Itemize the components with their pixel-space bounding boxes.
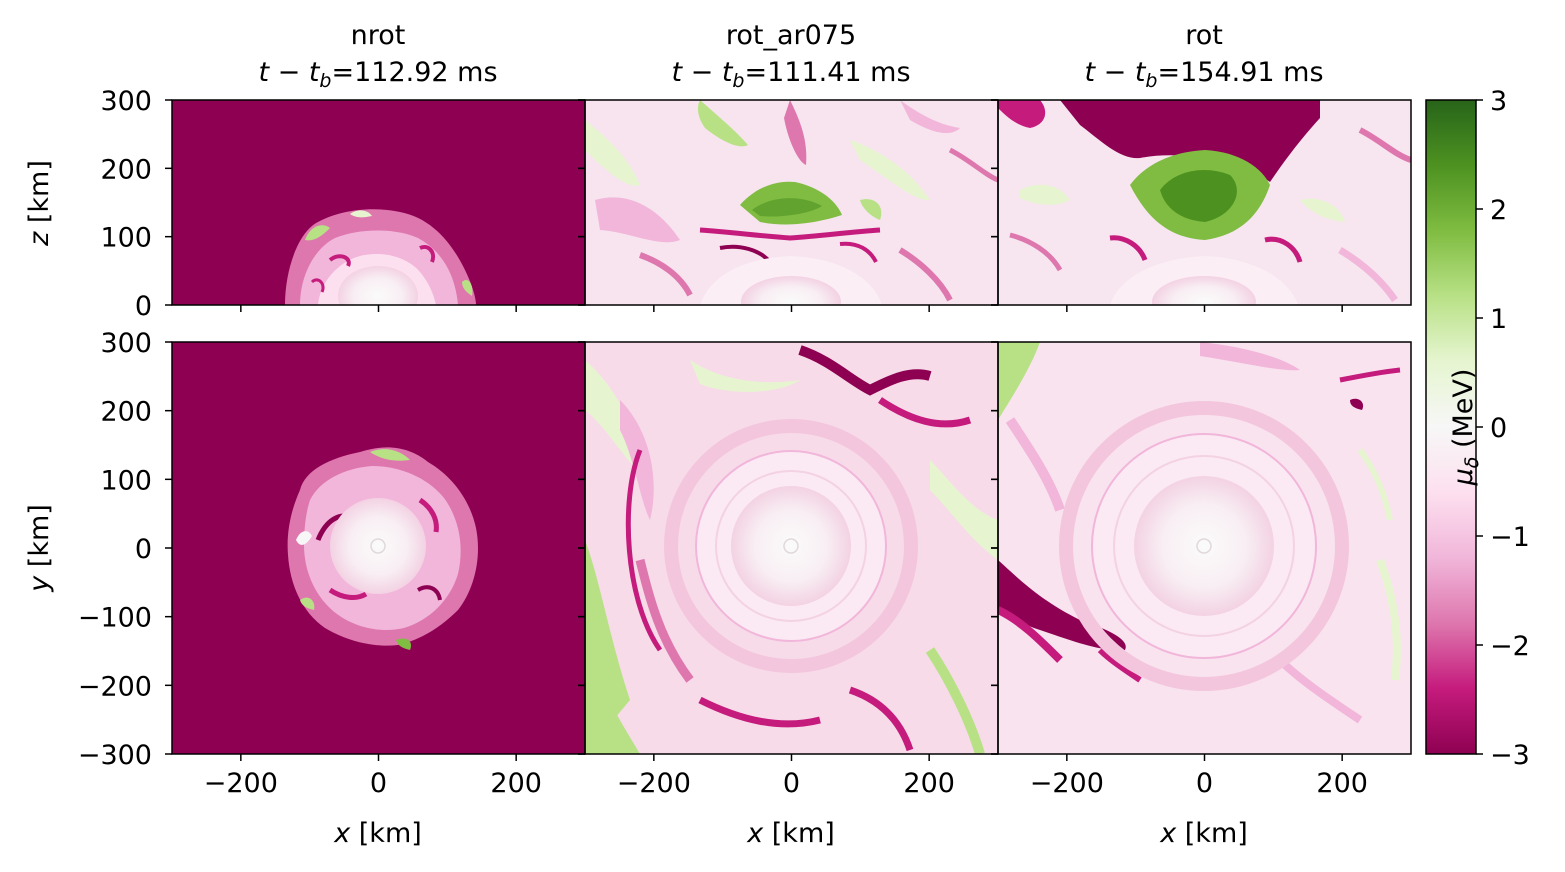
xtick-label: 0 bbox=[783, 768, 800, 799]
xtick-label: −200 bbox=[204, 768, 278, 799]
colorbar-label: μδ (MeV) bbox=[1448, 369, 1483, 487]
xlabel-rot-ar075: x [km] bbox=[746, 818, 835, 849]
colorbar-tick-label: 2 bbox=[1490, 195, 1507, 226]
xtick-label: 0 bbox=[370, 768, 387, 799]
ytick-top-tick-label: 300 bbox=[100, 86, 152, 117]
colorbar-tick-label: 1 bbox=[1490, 304, 1507, 335]
ytick-top-tick-label: 100 bbox=[100, 223, 152, 254]
ytick-bottom-tick-label: 100 bbox=[100, 465, 152, 496]
colorbar-ticks: 3 2 1 0 −1 −2 −3 bbox=[1476, 86, 1530, 771]
column-titles: nrot t − tb=112.92 ms rot_ar075 t − tb=1… bbox=[258, 20, 1323, 92]
title-rot: rot bbox=[1185, 20, 1223, 51]
colorbar-tick-label: −1 bbox=[1490, 522, 1530, 553]
subtitle-nrot: t − tb=112.92 ms bbox=[258, 57, 497, 92]
colorbar-tick-label: 3 bbox=[1490, 86, 1507, 117]
xtick-label: 200 bbox=[1316, 768, 1368, 799]
panel-top-nrot bbox=[172, 100, 585, 305]
xlabel-rot: x [km] bbox=[1159, 818, 1248, 849]
ytick-top-tick-label: 0 bbox=[135, 291, 152, 322]
xtick-label: −200 bbox=[617, 768, 691, 799]
subtitle-rot: t − tb=154.91 ms bbox=[1084, 57, 1323, 92]
colorbar-tick-label: −3 bbox=[1490, 740, 1530, 771]
ytick-bottom-tick-label: −200 bbox=[78, 671, 152, 702]
ytick-bottom-tick-label: 300 bbox=[100, 328, 152, 359]
panel-bottom-rot bbox=[998, 342, 1411, 754]
panel-bottom-rot-ar075 bbox=[585, 342, 998, 754]
panel-top-rot-ar075 bbox=[585, 100, 998, 305]
colorbar-tick-label: −2 bbox=[1490, 631, 1530, 662]
ytick-bottom-tick-label: 0 bbox=[135, 534, 152, 565]
axes: −200 0 200 −200 0 200 −200 0 200 300 200 100 0 300 200… bbox=[78, 86, 1368, 799]
panel-bottom-nrot bbox=[172, 342, 585, 754]
ytick-bottom-tick-label: −100 bbox=[78, 603, 152, 634]
ytick-bottom-tick-label: −300 bbox=[78, 740, 152, 771]
colorbar-gradient bbox=[1425, 99, 1477, 755]
subtitle-rot-ar075: t − tb=111.41 ms bbox=[671, 57, 910, 92]
xtick-label: 200 bbox=[903, 768, 955, 799]
title-rot-ar075: rot_ar075 bbox=[726, 20, 856, 51]
panel-top-rot bbox=[998, 100, 1411, 305]
colorbar-tick-label: 0 bbox=[1490, 413, 1507, 444]
ylabel-bottom: y [km] bbox=[24, 504, 55, 593]
ylabel-top: z [km] bbox=[24, 160, 55, 247]
title-nrot: nrot bbox=[351, 20, 406, 51]
xtick-label: 200 bbox=[490, 768, 542, 799]
xlabel-nrot: x [km] bbox=[333, 818, 422, 849]
xtick-label: −200 bbox=[1030, 768, 1104, 799]
colorbar: 3 2 1 0 −1 −2 −3 μδ (MeV) bbox=[1425, 86, 1530, 771]
xtick-label: 0 bbox=[1196, 768, 1213, 799]
ytick-top-tick-label: 200 bbox=[100, 154, 152, 185]
ytick-bottom-tick-label: 200 bbox=[100, 397, 152, 428]
